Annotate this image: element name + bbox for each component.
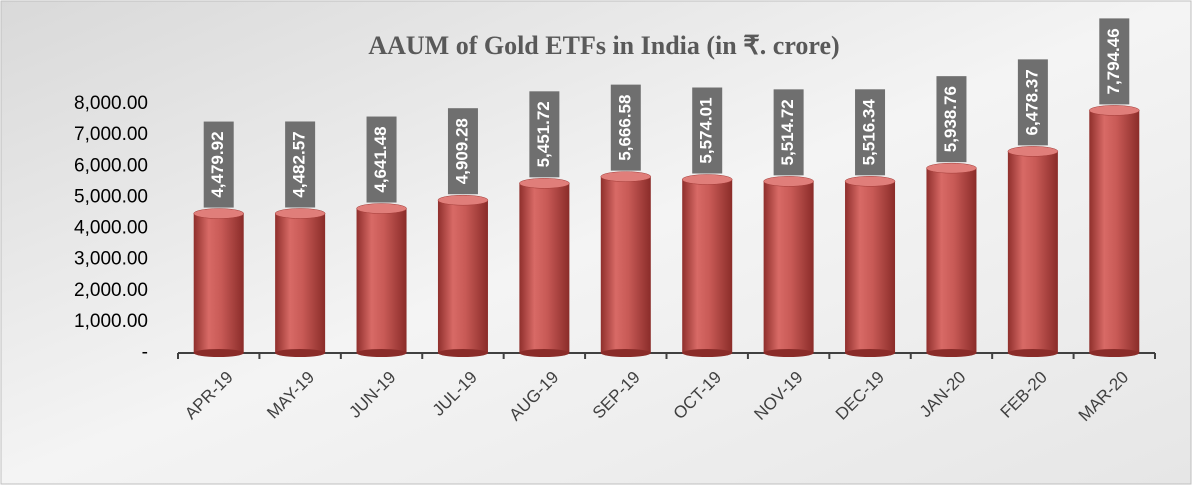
bar [1089,110,1140,353]
bar-base [926,349,977,357]
bar [600,176,651,353]
value-label-box [447,108,478,195]
chart-title: AAUM of Gold ETFs in India (in ₹. crore) [368,31,839,60]
bar-top [926,162,977,174]
bar-base [763,349,814,357]
value-label: 4,641.48 [371,126,390,192]
bar-base [275,349,326,357]
value-label: 5,938.76 [941,86,960,152]
value-label: 5,574.01 [697,97,716,163]
bar-base [356,349,407,357]
bar [1007,151,1058,353]
bar-top [681,174,733,185]
bar-base [1089,349,1140,357]
value-label-box [285,121,316,208]
y-tick-label: 3,000.00 [74,249,148,270]
value-label-box [1099,18,1130,105]
value-label-box [366,116,397,203]
bar-base [1007,349,1058,357]
value-label: 5,514.72 [778,99,797,165]
value-label-box [773,89,804,176]
value-label-box [692,87,723,174]
bar [845,181,896,353]
value-label: 4,909.28 [452,118,471,184]
bar [356,208,407,353]
bar-top [1089,105,1140,116]
bar-base [600,349,651,357]
y-tick-label: 8,000.00 [74,93,148,114]
bar [275,213,326,353]
bar [437,200,488,353]
value-label-box [936,76,967,163]
value-label-box [855,89,886,176]
bar-top [844,176,896,187]
y-tick-label: 2,000.00 [74,280,148,301]
bar-base [845,349,896,357]
value-label: 5,666.58 [615,95,634,161]
value-label: 4,479.92 [208,131,227,197]
value-label: 5,516.34 [860,99,879,166]
bar-base [519,349,570,357]
bar-base [682,349,733,357]
y-tick-label: 6,000.00 [74,155,148,176]
bar [926,168,977,353]
bar-top [519,178,570,189]
value-label: 5,451.72 [534,101,553,167]
y-tick-label: 7,000.00 [74,124,148,145]
value-label-box [203,121,234,208]
value-label-box [1017,59,1048,146]
bar-top [600,171,652,182]
value-label-box [610,84,641,171]
bar-top [356,203,407,214]
bar-top [437,194,489,206]
value-label-box [529,91,560,178]
bar-base [437,349,488,357]
y-tick-label: - [142,342,148,363]
bar-top [763,176,814,187]
value-label: 4,482.57 [290,131,309,197]
bar-base [193,349,244,357]
bar [763,181,814,353]
y-tick-label: 1,000.00 [74,311,148,332]
bar [193,213,244,353]
bar-top [1007,146,1059,157]
bar [682,179,733,353]
y-tick-label: 5,000.00 [74,186,148,207]
value-label: 7,794.46 [1104,28,1123,94]
y-tick-label: 4,000.00 [74,218,148,239]
bar-top [193,208,244,219]
bar [519,183,570,353]
value-label: 6,478.37 [1022,69,1041,135]
bar-top [274,208,326,219]
